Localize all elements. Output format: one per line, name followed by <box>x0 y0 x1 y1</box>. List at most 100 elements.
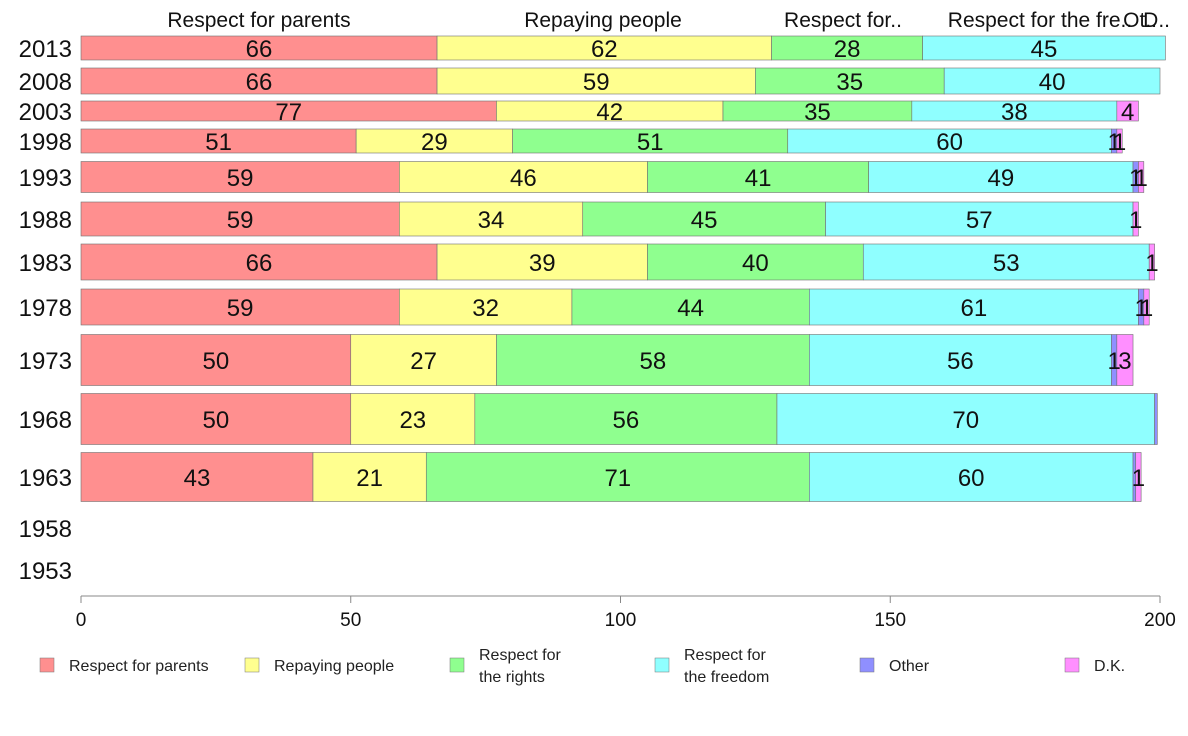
legend-label: Other <box>889 658 930 675</box>
legend-item[interactable]: Respect for parents <box>39 657 209 675</box>
bar-segment[interactable] <box>943 67 1161 95</box>
data-label: 1 <box>1129 165 1142 192</box>
bar-segment[interactable] <box>571 288 810 326</box>
legend-swatch <box>654 657 670 673</box>
category-label: 1988 <box>19 207 72 234</box>
x-tick-label: 0 <box>76 610 87 631</box>
bar-segment[interactable] <box>80 161 400 193</box>
legend-item[interactable]: Repaying people <box>244 657 394 675</box>
bar-segment[interactable] <box>399 288 573 326</box>
top-series-label: Respect for parents <box>167 9 350 32</box>
bar-segment[interactable] <box>436 67 756 95</box>
category-label: 2013 <box>19 36 72 63</box>
data-label: 38 <box>1001 99 1028 126</box>
category-label: 1953 <box>19 558 72 585</box>
bars-group <box>80 35 1166 502</box>
bar-segment[interactable] <box>825 201 1134 237</box>
data-label: 34 <box>478 207 505 234</box>
bar-segment[interactable] <box>922 35 1166 61</box>
data-label: 58 <box>640 348 667 375</box>
bar-segment[interactable] <box>512 128 789 154</box>
bar-segment[interactable] <box>647 161 869 193</box>
data-label: 59 <box>227 165 254 192</box>
category-labels-group: 2013 2008 2003 1998 1993 1988 1983 1978 1973 1968… <box>19 36 72 585</box>
data-label: 23 <box>399 407 426 434</box>
bar-segment[interactable] <box>1154 393 1158 445</box>
bar-segment[interactable] <box>755 67 945 95</box>
bar-segment[interactable] <box>1116 128 1123 154</box>
legend-label: D.K. <box>1094 658 1125 675</box>
data-label: 59 <box>583 69 610 96</box>
legend-label: the freedom <box>684 669 769 686</box>
bar-segment[interactable] <box>350 334 497 386</box>
bar-segment[interactable] <box>868 161 1134 193</box>
legend-label: Respect for <box>479 647 561 664</box>
bar-segment[interactable] <box>312 452 427 502</box>
data-label: 70 <box>952 407 979 434</box>
bar-segment[interactable] <box>399 161 648 193</box>
legend-item[interactable]: Respect for the freedom <box>654 647 769 686</box>
data-label: 28 <box>834 36 861 63</box>
bar-segment[interactable] <box>771 35 923 61</box>
category-label: 1968 <box>19 407 72 434</box>
bar-segment[interactable] <box>474 393 778 445</box>
bar-segment[interactable] <box>436 35 772 61</box>
bar-segment[interactable] <box>809 452 1134 502</box>
bar-segment[interactable] <box>1132 201 1139 237</box>
data-label: 53 <box>993 250 1020 277</box>
bar-segment[interactable] <box>80 393 352 445</box>
bar-segment[interactable] <box>862 243 1150 281</box>
data-label: 44 <box>677 295 704 322</box>
legend-swatch <box>1064 657 1080 673</box>
legend: Respect for parents Repaying people Respec… <box>39 647 1125 686</box>
legend-label: Respect for parents <box>69 658 209 675</box>
legend-item[interactable]: Respect for the rights <box>449 647 561 686</box>
data-label: 1 <box>1134 165 1147 192</box>
category-label: 1983 <box>19 250 72 277</box>
bar-segment[interactable] <box>1148 243 1155 281</box>
x-tick-label: 150 <box>874 610 906 631</box>
data-label: 66 <box>246 250 273 277</box>
bar-segment[interactable] <box>1116 334 1134 386</box>
data-label: 1 <box>1134 295 1147 322</box>
data-label: 27 <box>410 348 437 375</box>
bar-segment[interactable] <box>1116 100 1139 122</box>
bar-segment[interactable] <box>809 288 1139 326</box>
legend-item[interactable]: D.K. <box>1064 657 1125 675</box>
bar-segment[interactable] <box>80 452 314 502</box>
data-label: 57 <box>966 207 993 234</box>
legend-item[interactable]: Other <box>859 657 930 675</box>
top-series-label: D.. <box>1143 9 1170 32</box>
data-label: 43 <box>184 465 211 492</box>
bar-segment[interactable] <box>1138 161 1145 193</box>
data-label: 51 <box>205 129 232 156</box>
data-label: 42 <box>596 99 623 126</box>
data-label: 61 <box>961 295 988 322</box>
bar-segment[interactable] <box>1143 288 1150 326</box>
data-label: 59 <box>227 295 254 322</box>
bar-segment[interactable] <box>350 393 476 445</box>
bar-segment[interactable] <box>436 243 648 281</box>
bar-segment[interactable] <box>776 393 1155 445</box>
bar-segment[interactable] <box>80 67 438 95</box>
bar-segment[interactable] <box>80 35 438 61</box>
x-tick-label: 50 <box>340 610 361 631</box>
bar-segment[interactable] <box>1135 452 1142 502</box>
bar-segment[interactable] <box>80 128 357 154</box>
bar-segment[interactable] <box>399 201 584 237</box>
bar-segment[interactable] <box>355 128 513 154</box>
bar-segment[interactable] <box>80 201 400 237</box>
data-label: 4 <box>1121 99 1134 126</box>
bar-segment[interactable] <box>647 243 864 281</box>
top-series-label: Repaying people <box>524 9 682 32</box>
bar-segment[interactable] <box>425 452 810 502</box>
legend-label: Repaying people <box>274 658 394 675</box>
bar-segment[interactable] <box>809 334 1112 386</box>
bar-segment[interactable] <box>496 334 810 386</box>
bar-segment[interactable] <box>787 128 1112 154</box>
data-label: 1 <box>1140 295 1153 322</box>
bar-segment[interactable] <box>80 334 352 386</box>
bar-segment[interactable] <box>80 243 438 281</box>
category-label: 1998 <box>19 129 72 156</box>
